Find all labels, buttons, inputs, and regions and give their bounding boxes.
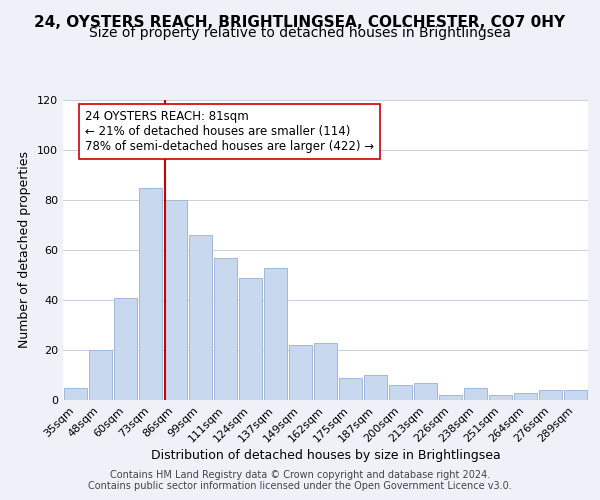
- Bar: [314, 342, 337, 400]
- Bar: [263, 268, 287, 400]
- Bar: [64, 388, 88, 400]
- Bar: [413, 382, 437, 400]
- Bar: [239, 278, 262, 400]
- Bar: [439, 395, 463, 400]
- Bar: [164, 200, 187, 400]
- X-axis label: Distribution of detached houses by size in Brightlingsea: Distribution of detached houses by size …: [151, 450, 500, 462]
- Bar: [289, 345, 313, 400]
- Bar: [214, 258, 238, 400]
- Bar: [563, 390, 587, 400]
- Bar: [539, 390, 562, 400]
- Text: Size of property relative to detached houses in Brightlingsea: Size of property relative to detached ho…: [89, 26, 511, 40]
- Bar: [488, 395, 512, 400]
- Bar: [389, 385, 412, 400]
- Bar: [139, 188, 163, 400]
- Text: Contains public sector information licensed under the Open Government Licence v3: Contains public sector information licen…: [88, 481, 512, 491]
- Bar: [338, 378, 362, 400]
- Text: Contains HM Land Registry data © Crown copyright and database right 2024.: Contains HM Land Registry data © Crown c…: [110, 470, 490, 480]
- Bar: [464, 388, 487, 400]
- Y-axis label: Number of detached properties: Number of detached properties: [19, 152, 31, 348]
- Bar: [89, 350, 112, 400]
- Text: 24 OYSTERS REACH: 81sqm
← 21% of detached houses are smaller (114)
78% of semi-d: 24 OYSTERS REACH: 81sqm ← 21% of detache…: [85, 110, 374, 153]
- Bar: [188, 235, 212, 400]
- Bar: [514, 392, 538, 400]
- Bar: [364, 375, 388, 400]
- Bar: [113, 298, 137, 400]
- Text: 24, OYSTERS REACH, BRIGHTLINGSEA, COLCHESTER, CO7 0HY: 24, OYSTERS REACH, BRIGHTLINGSEA, COLCHE…: [34, 15, 566, 30]
